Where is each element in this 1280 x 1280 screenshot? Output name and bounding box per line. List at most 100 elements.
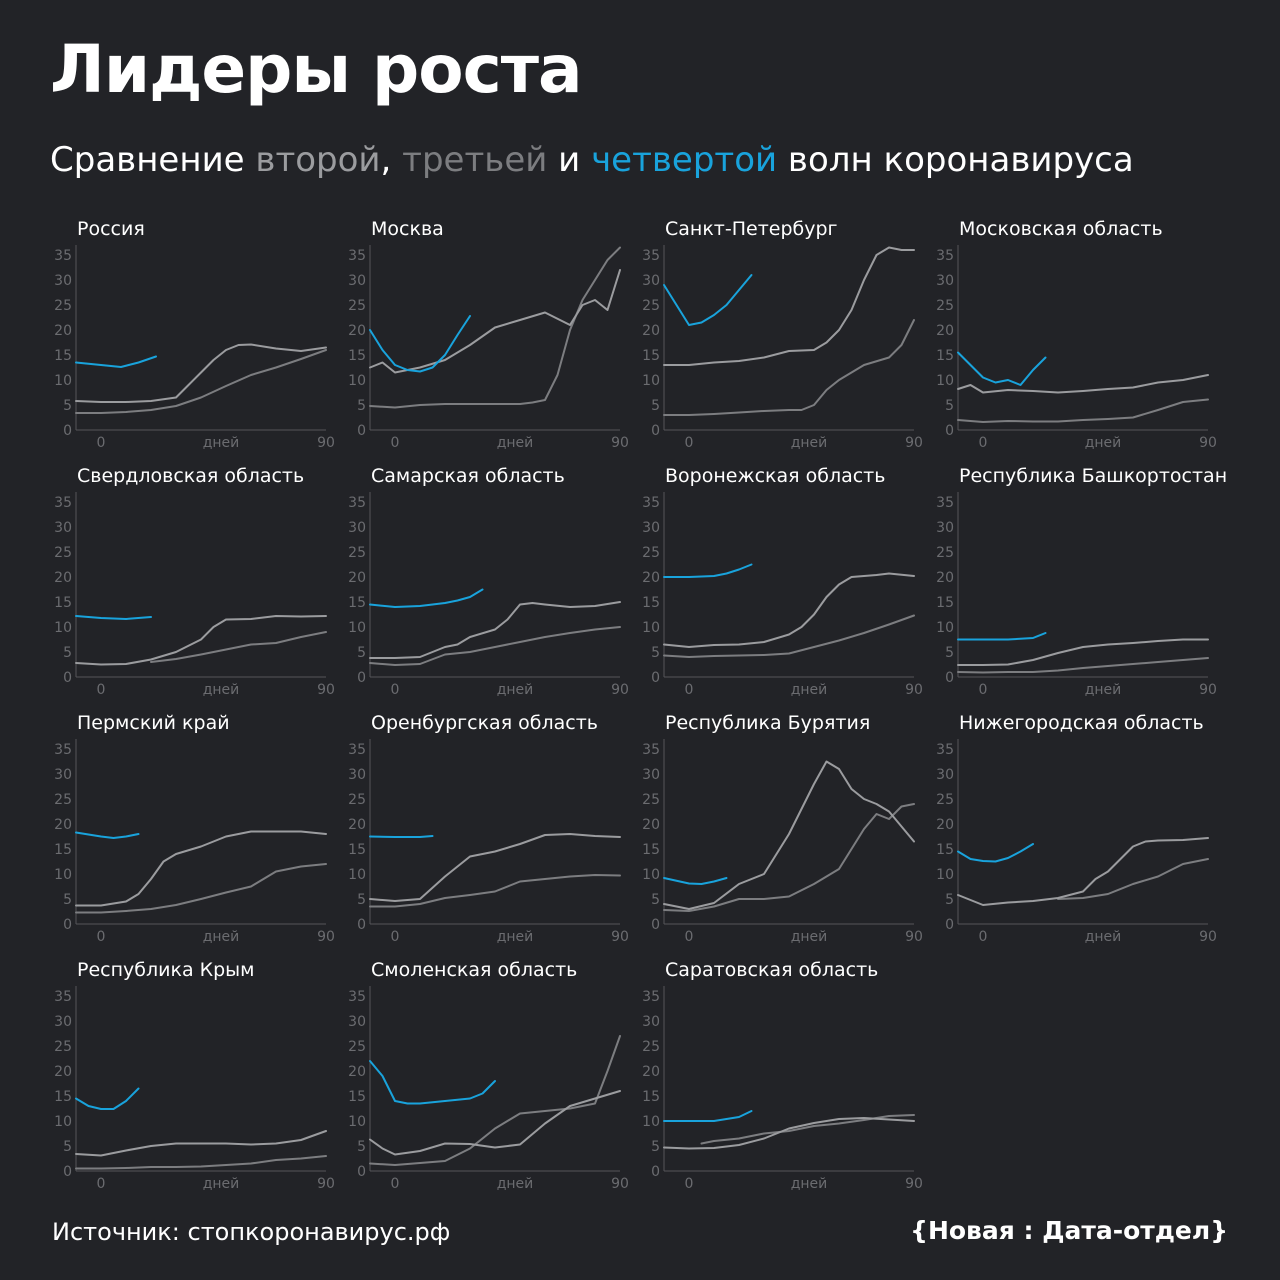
subtitle-text-4: волн коронавируса — [777, 140, 1134, 180]
series-line-wave4 — [369, 588, 484, 608]
panel: Свердловская область 0 5 10 15 20 25 30 35 0 90 дне… — [44, 459, 338, 706]
y-tick-label: 20 — [54, 570, 72, 586]
y-tick-label: 30 — [54, 520, 72, 536]
series-line-wave3 — [369, 601, 621, 659]
y-tick-label: 35 — [54, 742, 72, 758]
y-tick-label: 10 — [642, 373, 660, 389]
y-tick-label: 10 — [54, 373, 72, 389]
y-tick-label: 15 — [348, 1089, 366, 1105]
series-line-wave3 — [663, 246, 915, 366]
y-tick-label: 30 — [348, 1014, 366, 1030]
y-tick-label: 20 — [936, 323, 954, 339]
y-tick-label: 30 — [54, 767, 72, 783]
y-tick-label: 20 — [54, 817, 72, 833]
y-tick-label: 35 — [348, 495, 366, 511]
y-tick-label: 30 — [348, 273, 366, 289]
series-line-wave4 — [75, 355, 157, 368]
series-line-wave4 — [663, 274, 753, 326]
series-line-wave3 — [369, 269, 621, 374]
y-tick-label: 25 — [936, 792, 954, 808]
x-axis-label: дней — [791, 682, 828, 698]
panel: Республика Бурятия 0 5 10 15 20 25 30 35 0 90 дней — [632, 706, 926, 953]
y-tick-label: 10 — [348, 1114, 366, 1130]
y-tick-label: 25 — [642, 1039, 660, 1055]
x-tick-label: 90 — [1199, 435, 1217, 451]
y-tick-label: 35 — [936, 742, 954, 758]
y-tick-label: 20 — [936, 817, 954, 833]
series-line-wave2 — [663, 319, 915, 416]
panel-chart: 0 5 10 15 20 25 30 35 0 90 дней — [642, 245, 923, 451]
panel: Санкт-Петербург 0 5 10 15 20 25 30 35 0 90 дней — [632, 212, 926, 459]
y-tick-label: 10 — [348, 867, 366, 883]
x-axis-label: дней — [791, 435, 828, 451]
series-line-wave2 — [75, 863, 327, 914]
panel-chart: 0 5 10 15 20 25 30 35 0 90 дней — [936, 739, 1217, 945]
y-tick-label: 5 — [357, 645, 366, 661]
series-line-wave2 — [663, 614, 915, 658]
x-axis-label: дней — [497, 435, 534, 451]
y-tick-label: 5 — [651, 398, 660, 414]
panel: Республика Башкортостан 0 5 10 15 20 25 30 35 0 90… — [926, 459, 1227, 706]
y-tick-label: 25 — [348, 545, 366, 561]
y-tick-label: 0 — [945, 917, 954, 933]
y-tick-label: 25 — [936, 545, 954, 561]
x-axis-label: дней — [791, 929, 828, 945]
panel-title: Россия — [77, 218, 145, 240]
y-tick-label: 15 — [54, 348, 72, 364]
page-subtitle: Сравнение второй, третьей и четвертой во… — [50, 140, 1134, 180]
panel-chart: 0 5 10 15 20 25 30 35 0 90 дней — [54, 492, 335, 698]
y-tick-label: 20 — [642, 570, 660, 586]
y-tick-label: 20 — [936, 570, 954, 586]
x-axis-label: дней — [203, 929, 240, 945]
x-tick-label: 90 — [905, 435, 923, 451]
x-tick-label: 90 — [611, 929, 629, 945]
y-tick-label: 20 — [348, 817, 366, 833]
series-line-wave2 — [150, 631, 327, 663]
y-tick-label: 35 — [936, 248, 954, 264]
panel-title: Московская область — [959, 218, 1163, 240]
y-tick-label: 5 — [945, 892, 954, 908]
y-tick-label: 25 — [348, 1039, 366, 1055]
x-tick-label: 0 — [685, 682, 694, 698]
x-tick-label: 0 — [97, 1176, 106, 1192]
x-tick-label: 90 — [317, 1176, 335, 1192]
y-tick-label: 25 — [642, 298, 660, 314]
y-tick-label: 35 — [936, 495, 954, 511]
series-line-wave2 — [369, 246, 621, 409]
y-tick-label: 25 — [54, 298, 72, 314]
y-tick-label: 25 — [54, 1039, 72, 1055]
y-tick-label: 20 — [54, 323, 72, 339]
y-tick-label: 30 — [642, 273, 660, 289]
panel-chart: 0 5 10 15 20 25 30 35 0 90 дней — [348, 739, 629, 945]
y-tick-label: 30 — [642, 767, 660, 783]
panel-chart: 0 5 10 15 20 25 30 35 0 90 дней — [54, 245, 335, 451]
series-line-wave2 — [369, 874, 621, 908]
series-line-wave4 — [369, 1060, 496, 1105]
x-tick-label: 90 — [317, 435, 335, 451]
x-tick-label: 0 — [391, 929, 400, 945]
y-tick-label: 25 — [54, 792, 72, 808]
y-tick-label: 35 — [642, 248, 660, 264]
series-line-wave4 — [75, 615, 152, 620]
y-tick-label: 15 — [348, 595, 366, 611]
panel-title: Оренбургская область — [371, 712, 599, 734]
x-tick-label: 0 — [979, 929, 988, 945]
x-tick-label: 90 — [317, 929, 335, 945]
y-tick-label: 0 — [357, 917, 366, 933]
series-line-wave2 — [369, 1035, 621, 1166]
y-tick-label: 30 — [348, 520, 366, 536]
x-tick-label: 0 — [685, 1176, 694, 1192]
x-axis-label: дней — [497, 682, 534, 698]
panel-chart: 0 5 10 15 20 25 30 35 0 90 дней — [348, 492, 629, 698]
x-axis-label: дней — [497, 929, 534, 945]
y-tick-label: 0 — [945, 423, 954, 439]
y-tick-label: 0 — [63, 917, 72, 933]
y-tick-label: 0 — [63, 670, 72, 686]
y-tick-label: 20 — [54, 1064, 72, 1080]
source-note: Источник: стопкоронавирус.рф — [52, 1218, 451, 1246]
series-line-wave2 — [663, 803, 915, 912]
y-tick-label: 30 — [54, 1014, 72, 1030]
y-tick-label: 15 — [54, 595, 72, 611]
y-tick-label: 5 — [651, 892, 660, 908]
panel: Пермский край 0 5 10 15 20 25 30 35 0 90 дней — [44, 706, 338, 953]
